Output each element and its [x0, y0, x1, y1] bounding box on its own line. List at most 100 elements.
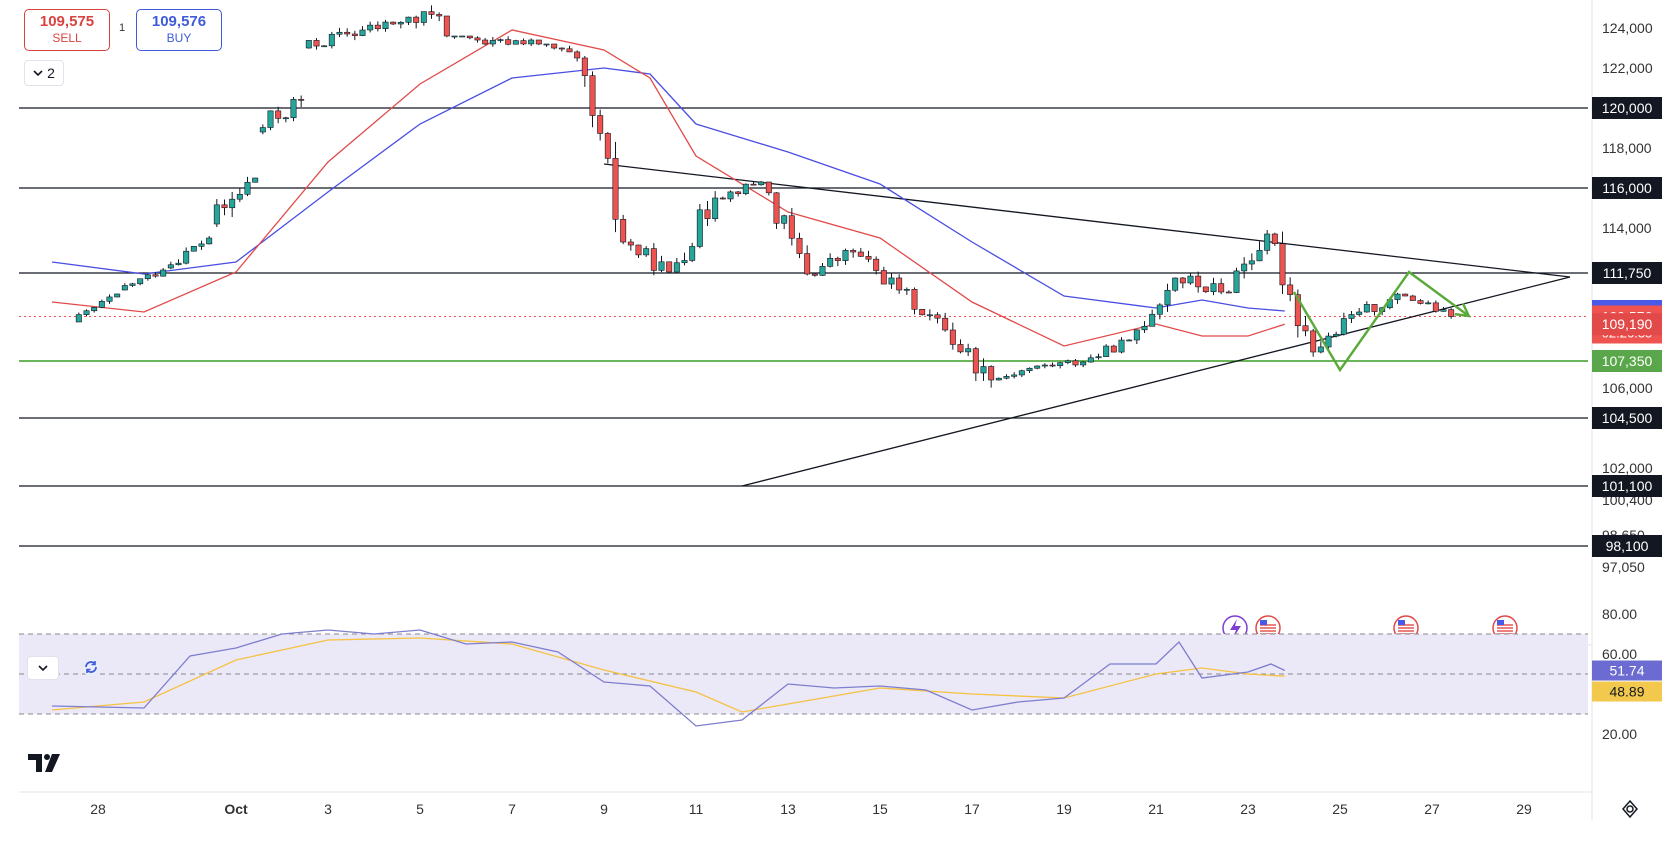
- candle-up: [903, 288, 910, 291]
- candle-up: [114, 293, 121, 298]
- candle-down: [735, 191, 742, 195]
- candle-down: [474, 37, 481, 41]
- price-axis-tick-label: 122,000: [1602, 60, 1653, 76]
- candle-up: [1356, 311, 1363, 315]
- candle-down: [221, 204, 228, 209]
- projection-arrow-head: [1454, 302, 1471, 318]
- candle-down: [574, 51, 581, 59]
- candle-down: [298, 99, 305, 101]
- candle-down: [413, 16, 420, 23]
- sell-button[interactable]: 109,575 SELL: [24, 9, 110, 51]
- time-axis-tick-label: 5: [416, 801, 424, 817]
- candle-up: [1425, 302, 1432, 305]
- candle-up: [926, 314, 933, 317]
- candle-up: [1156, 304, 1163, 315]
- candle-down: [566, 48, 573, 53]
- level-tag-label: 120,000: [1602, 100, 1653, 116]
- candle-up: [1141, 326, 1148, 331]
- ema-fast-tag-label: 109,190: [1602, 316, 1653, 332]
- candle-up: [129, 283, 136, 286]
- candle-up: [980, 366, 987, 374]
- candle-up: [1057, 362, 1064, 366]
- candle-down: [558, 47, 565, 50]
- candle-down: [1310, 330, 1317, 353]
- candle-down: [942, 317, 949, 331]
- candle-up: [1087, 357, 1094, 363]
- candle-down: [811, 273, 818, 276]
- candle-down: [1110, 345, 1117, 353]
- candle-up: [1325, 335, 1332, 348]
- candle-down: [1202, 286, 1209, 293]
- buy-button[interactable]: 109,576 BUY: [136, 9, 222, 51]
- candle-up: [1034, 365, 1041, 369]
- candle-up: [995, 377, 1002, 381]
- candle-down: [911, 288, 918, 310]
- time-axis-tick-label: 29: [1516, 801, 1532, 817]
- buy-price: 109,576: [151, 13, 207, 30]
- candle-down: [612, 158, 619, 220]
- candle-up: [1210, 283, 1217, 293]
- candle-down: [750, 183, 757, 186]
- time-axis-tick-label: 21: [1148, 801, 1164, 817]
- candle-down: [635, 244, 642, 256]
- price-axis-tick-label: 102,000: [1602, 460, 1653, 476]
- candle-down: [535, 39, 542, 45]
- spread-value: 1: [119, 22, 126, 34]
- sell-label: SELL: [52, 31, 82, 45]
- price-axis-tick-label: 106,000: [1602, 380, 1653, 396]
- candle-down: [765, 181, 772, 194]
- chevron-down-icon: [38, 665, 48, 672]
- candle-down: [949, 329, 956, 345]
- candle-up: [305, 40, 312, 49]
- candle-up: [1333, 333, 1340, 337]
- candle-up: [420, 11, 427, 23]
- candle-down: [152, 274, 159, 277]
- candle-up: [965, 348, 972, 353]
- candle-down: [1072, 360, 1079, 366]
- tradingview-logo-icon[interactable]: [28, 752, 66, 779]
- candle-up: [1172, 277, 1179, 291]
- candle-up: [244, 181, 251, 195]
- level-tag-120,000: [1592, 97, 1662, 119]
- candle-down: [1179, 277, 1186, 284]
- candle-down: [275, 110, 282, 119]
- time-axis-tick-label: 17: [964, 801, 980, 817]
- trendline-ascending: [741, 276, 1571, 487]
- level-tag-107,350: [1592, 350, 1662, 372]
- lightning-bolt: [1230, 619, 1241, 638]
- candle-up: [1233, 270, 1240, 293]
- level-tag-label: 116,000: [1602, 180, 1652, 196]
- candle-down: [865, 256, 872, 260]
- candle-up: [397, 22, 404, 25]
- rsi-axis-tick-label: 60.00: [1602, 646, 1637, 662]
- settings-icon[interactable]: [1620, 799, 1640, 824]
- candle-up: [543, 43, 550, 46]
- candle-up: [658, 261, 665, 271]
- ema-fast-line: [51, 29, 1285, 347]
- candle-up: [459, 35, 466, 38]
- candle-up: [1256, 250, 1263, 262]
- candle-down: [1371, 304, 1378, 312]
- time-axis-tick-label: Oct: [224, 801, 248, 817]
- rsi-collapse-button[interactable]: [27, 656, 59, 680]
- level-tag-label: 101,100: [1602, 478, 1653, 494]
- candle-up: [190, 246, 197, 252]
- buy-label: BUY: [166, 31, 192, 45]
- candle-down: [482, 39, 489, 45]
- rsi-refresh-button[interactable]: [79, 656, 103, 678]
- chevron-down-icon: [33, 70, 43, 77]
- candle-down: [704, 209, 711, 219]
- candle-up: [1064, 360, 1071, 363]
- time-axis-tick-label: 19: [1056, 801, 1072, 817]
- candle-down: [1218, 283, 1225, 293]
- candle-down: [1271, 233, 1278, 244]
- candle-up: [1118, 339, 1125, 353]
- ema-slow-line: [51, 67, 1285, 312]
- candle-up: [1103, 345, 1110, 357]
- price-axis-tick-label: 124,000: [1602, 20, 1653, 36]
- candle-up: [1164, 289, 1171, 306]
- indicators-collapse-button[interactable]: 2: [24, 60, 64, 86]
- time-axis-tick-label: 9: [600, 801, 608, 817]
- candle-up: [1248, 260, 1255, 265]
